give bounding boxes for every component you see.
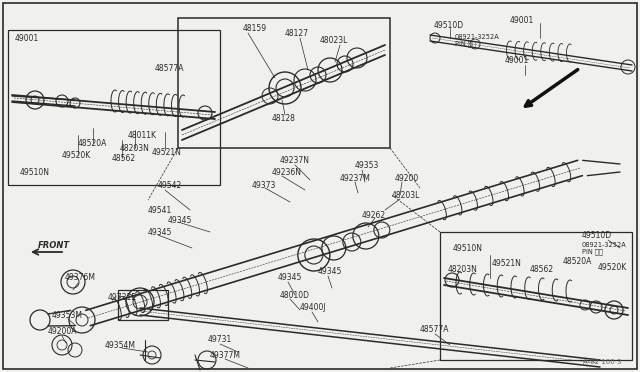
Text: 49345: 49345	[278, 273, 302, 282]
Text: 48562: 48562	[112, 154, 136, 163]
Text: 49236N: 49236N	[272, 167, 302, 176]
Text: 49001: 49001	[505, 55, 529, 64]
Text: 49510D: 49510D	[434, 20, 464, 29]
Text: 48520A: 48520A	[78, 138, 108, 148]
Text: PIN ビン: PIN ビン	[455, 41, 476, 47]
Text: 49001: 49001	[15, 33, 39, 42]
Text: FRONT: FRONT	[38, 241, 70, 250]
Bar	[8, 30, 220, 185]
Text: 48203L: 48203L	[392, 190, 420, 199]
Text: 48127: 48127	[285, 29, 309, 38]
Text: 49001: 49001	[510, 16, 534, 25]
Text: 48203N: 48203N	[448, 266, 478, 275]
Text: 49521N: 49521N	[152, 148, 182, 157]
Text: 08921-3252A: 08921-3252A	[455, 34, 500, 40]
Text: 49237M: 49237M	[340, 173, 371, 183]
Bar	[178, 18, 390, 148]
Text: 48011K: 48011K	[128, 131, 157, 140]
Text: 48010D: 48010D	[280, 291, 310, 299]
Text: 49237N: 49237N	[280, 155, 310, 164]
Text: 49521N: 49521N	[492, 259, 522, 267]
Text: 49373: 49373	[252, 180, 276, 189]
Bar	[440, 232, 632, 360]
Text: 49520K: 49520K	[62, 151, 92, 160]
Text: 48203N: 48203N	[120, 144, 150, 153]
Text: 48577A: 48577A	[155, 64, 184, 73]
Bar	[118, 290, 168, 320]
Text: 49345: 49345	[148, 228, 172, 237]
Text: 08921-3252A: 08921-3252A	[582, 242, 627, 248]
Text: 49345: 49345	[168, 215, 193, 224]
Text: 49731: 49731	[208, 336, 232, 344]
Text: PIN ビン: PIN ビン	[582, 249, 603, 255]
Text: 49345: 49345	[318, 267, 342, 276]
Text: 49200: 49200	[395, 173, 419, 183]
Text: 49377M: 49377M	[210, 350, 241, 359]
Text: 48520A: 48520A	[563, 257, 593, 266]
Text: 49510N: 49510N	[20, 167, 50, 176]
Text: 49376M: 49376M	[65, 273, 96, 282]
Text: 48023L: 48023L	[320, 35, 348, 45]
Text: 49200A: 49200A	[48, 327, 77, 337]
Text: 49541: 49541	[148, 205, 172, 215]
Text: 49353M: 49353M	[52, 311, 83, 320]
Text: 49542: 49542	[158, 180, 182, 189]
Text: 49520K: 49520K	[598, 263, 627, 273]
Text: 48577A: 48577A	[420, 326, 449, 334]
Text: 49400J: 49400J	[300, 304, 326, 312]
Text: 48128: 48128	[272, 113, 296, 122]
Text: 49510N: 49510N	[453, 244, 483, 253]
Text: 48562: 48562	[530, 266, 554, 275]
Text: 49262: 49262	[362, 211, 386, 219]
Text: 49731E: 49731E	[108, 294, 137, 302]
Text: 49353: 49353	[355, 160, 380, 170]
Text: 49354M: 49354M	[105, 340, 136, 350]
Text: A-92 100 3: A-92 100 3	[584, 359, 622, 365]
Text: 49510D: 49510D	[582, 231, 612, 240]
Text: 48159: 48159	[243, 23, 267, 32]
